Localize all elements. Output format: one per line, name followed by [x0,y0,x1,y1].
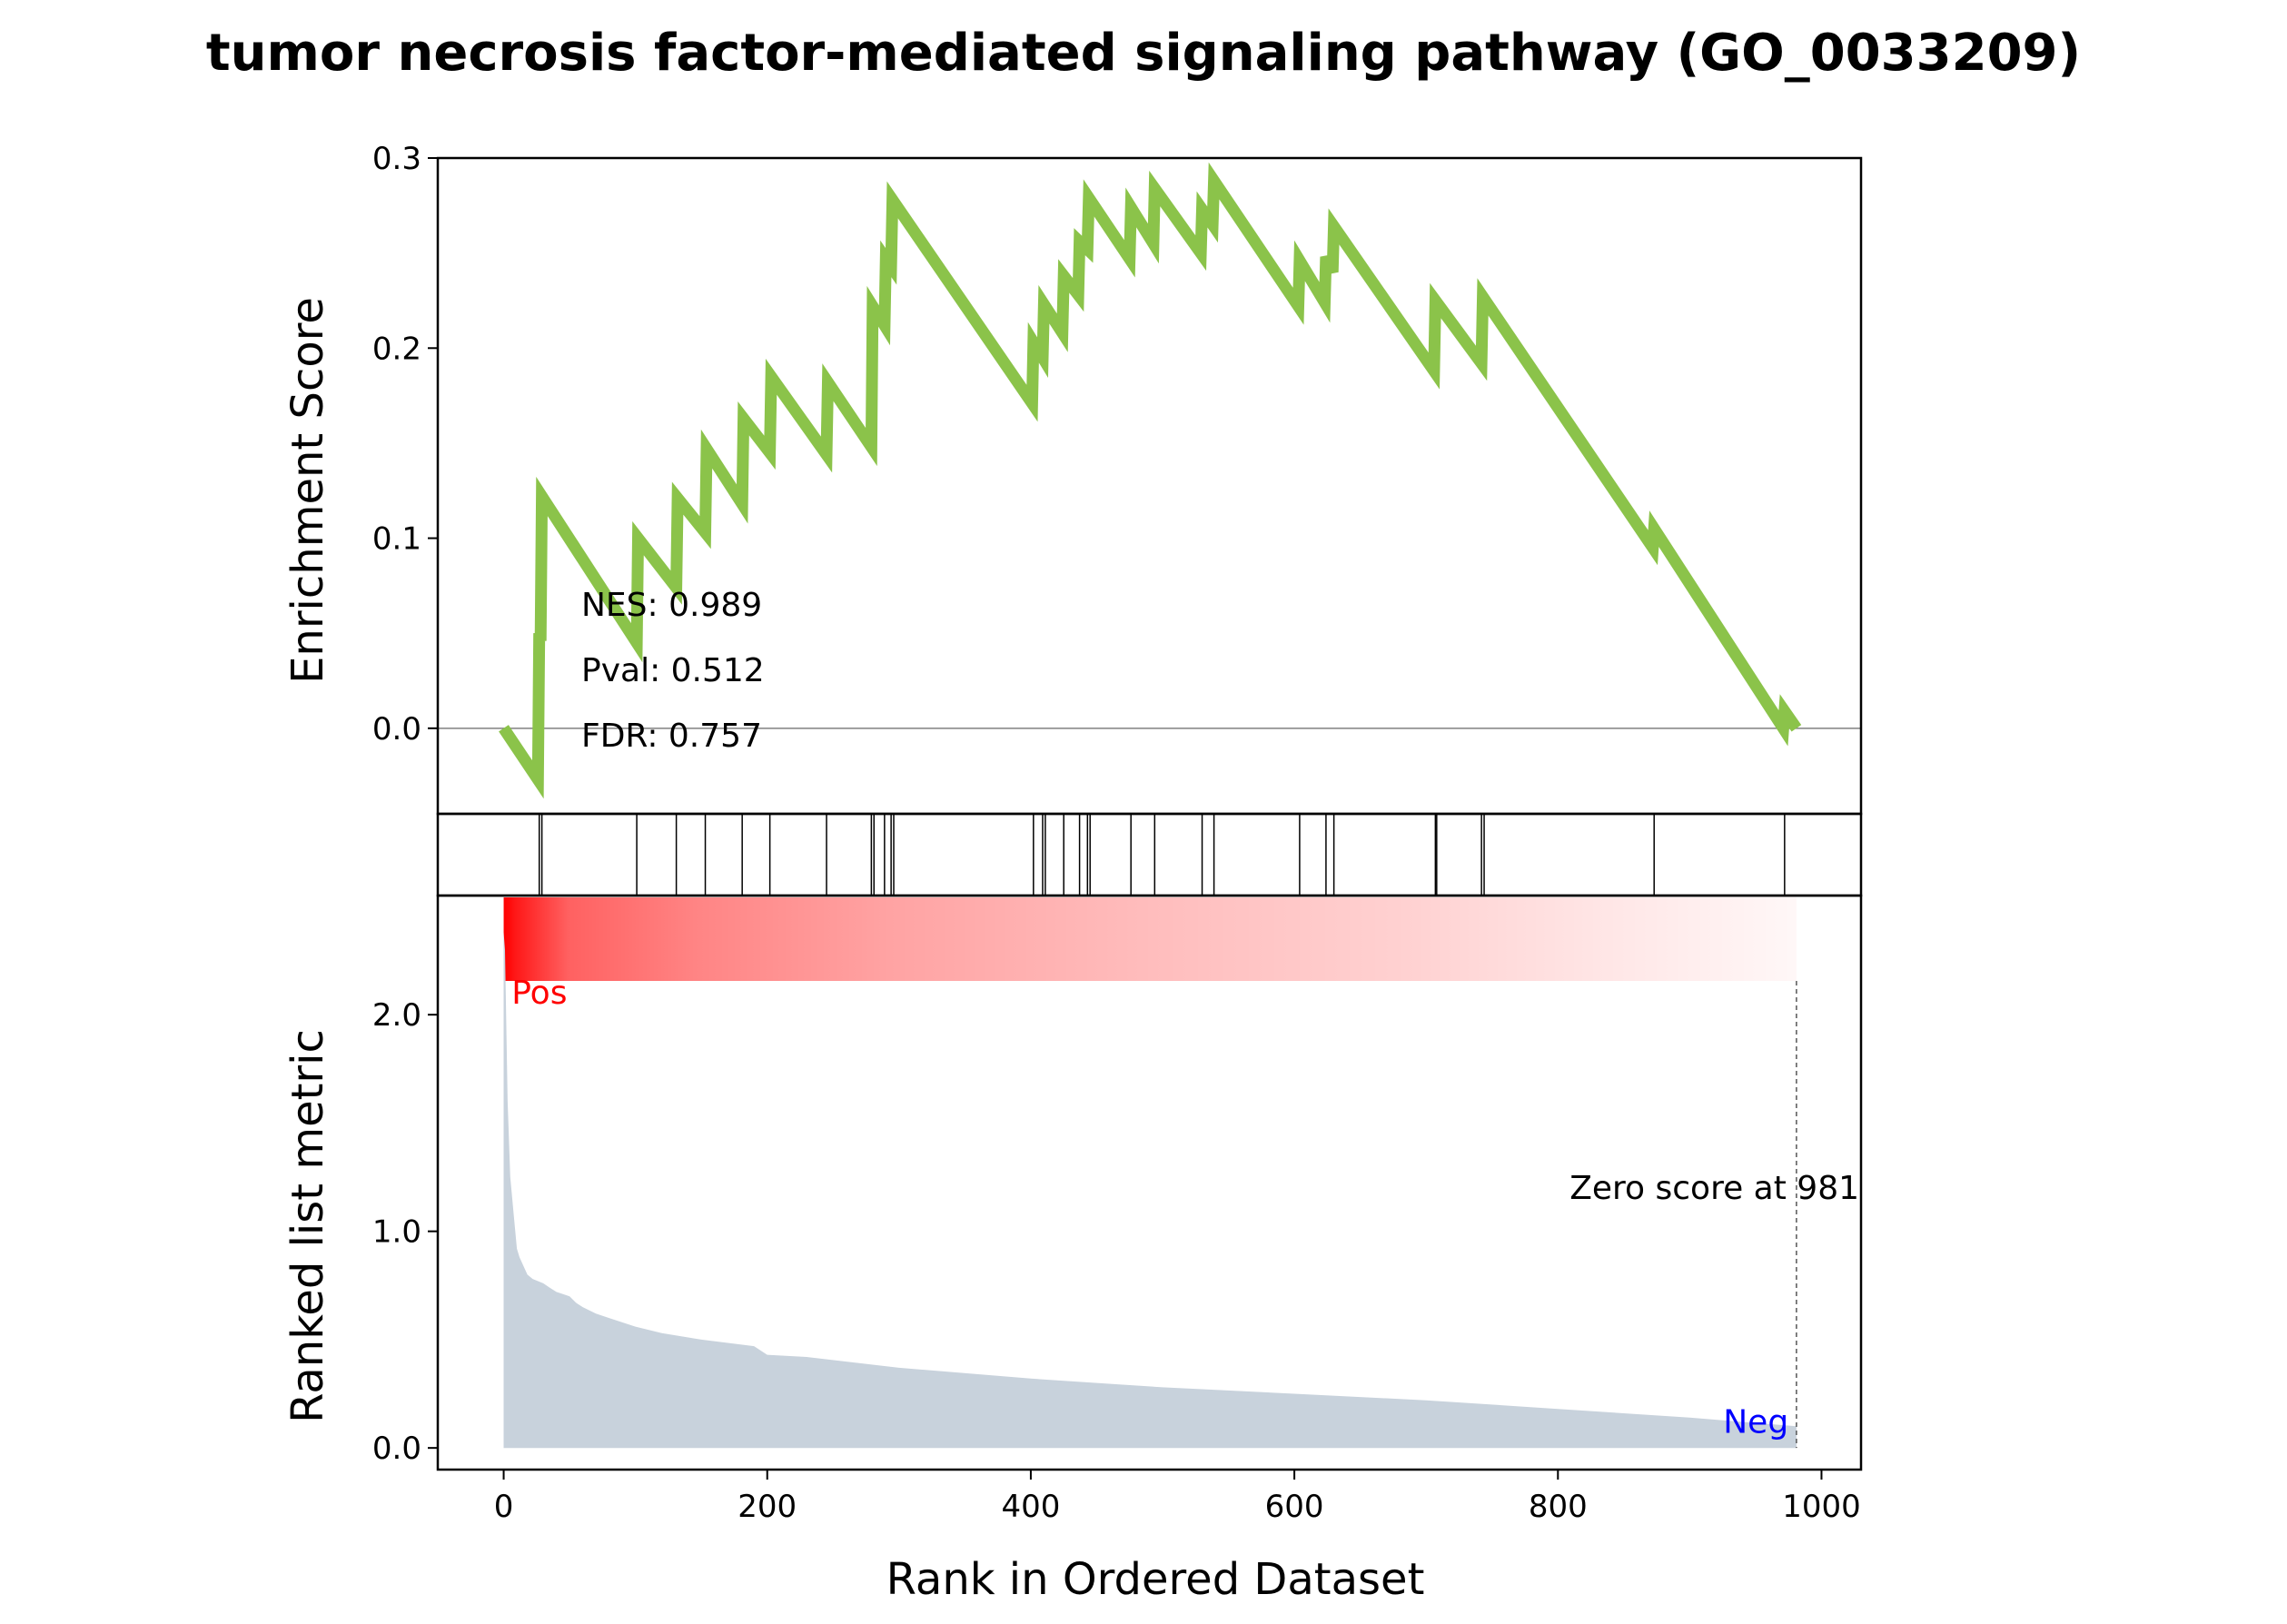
x-axis: 0 200 400 600 800 1000 [494,1470,1861,1525]
y-tick-label: 1.0 [372,1214,421,1251]
y-tick-label: 0.0 [372,711,421,748]
ranked-metric-area [503,932,1797,1449]
zero-score-label: Zero score at 981 [1569,1170,1859,1207]
stat-label: Pval: 0.512 [581,652,765,689]
y-tick-label: 0.3 [372,141,421,177]
stat-label: FDR: 0.757 [581,718,762,755]
x-tick-label: 400 [1001,1489,1060,1525]
x-axis-label: Rank in Ordered Dataset [886,1554,1425,1605]
gene-hits-panel [436,812,1863,897]
hits-frame [436,812,1863,897]
x-tick-label: 1000 [1782,1489,1861,1525]
y-tick-label: 0.0 [372,1431,421,1467]
enrichment-score-line [499,162,1802,799]
enrichment-score-ylabel: Enrichment Score [282,297,333,684]
ranked-metric-ylabel: Ranked list metric [282,1029,333,1423]
x-tick-label: 800 [1529,1489,1588,1525]
rank-heatmap-bar [503,897,1797,981]
x-tick-label: 200 [738,1489,797,1525]
ranked-metric-panel: Pos Neg Zero score at 981 0.0 1.0 2.0 [372,894,1863,1471]
enrichment-score-panel: 0.0 0.1 0.2 0.3 NES: 0.989 Pval: 0.512 FDR: 0.… [372,141,1863,816]
chart-title: tumor necrosis factor-mediated signaling… [206,24,2081,83]
x-tick-label: 600 [1265,1489,1324,1525]
enrichment-frame [436,156,1863,816]
pos-label: Pos [511,975,567,1012]
y-tick-label: 0.2 [372,331,421,367]
x-tick-label: 0 [494,1489,514,1525]
y-tick-label: 2.0 [372,997,421,1034]
neg-label: Neg [1723,1403,1788,1441]
y-tick-label: 0.1 [372,521,421,558]
metric-frame [436,894,1863,1471]
stat-label: NES: 0.989 [581,587,762,624]
